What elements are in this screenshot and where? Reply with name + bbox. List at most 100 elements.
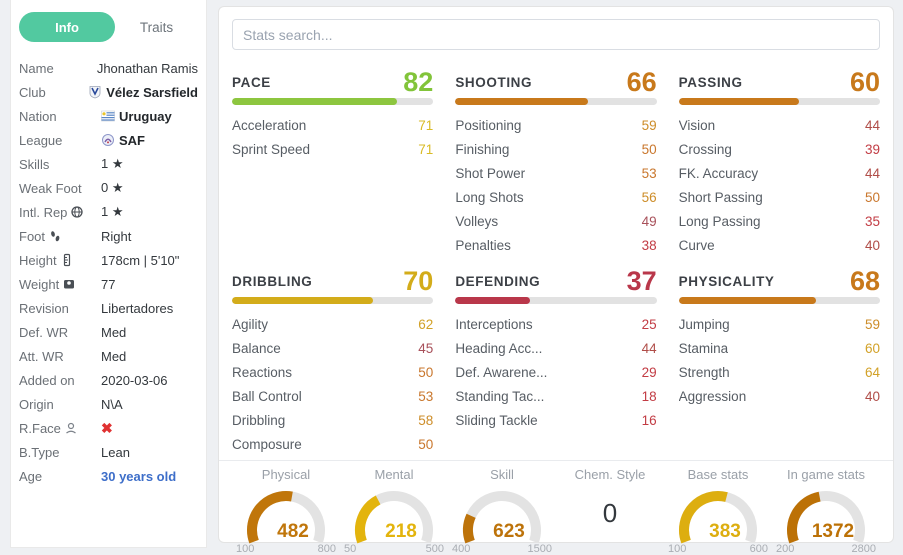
category-header: SHOOTING 66 — [455, 58, 656, 96]
stat-label: Sprint Speed — [232, 141, 311, 157]
info-row-label-text: Name — [19, 60, 54, 76]
stat-label: Volleys — [455, 213, 499, 229]
info-row-label-text: Att. WR — [19, 348, 64, 364]
sidebar-tabs: Info Traits — [19, 12, 198, 42]
stat-label: Reactions — [232, 364, 293, 380]
stat-row: Short Passing 50 — [679, 185, 880, 209]
stat-row: Interceptions 25 — [455, 312, 656, 336]
stat-value: 16 — [641, 412, 657, 428]
player-info-sidebar: Info Traits Name Jhonathan Ramis Club Véle… — [10, 0, 207, 548]
stat-value: 59 — [864, 316, 880, 332]
gauge-min: 200 — [776, 543, 795, 555]
gauge-mental: Mental 218 50 500 — [340, 467, 448, 555]
svg-text:1372: 1372 — [812, 521, 854, 542]
stat-row: Standing Tac... 18 — [455, 384, 656, 408]
stat-row: Agility 62 — [232, 312, 433, 336]
info-row-label: Added on — [19, 373, 101, 388]
gauge-max: 600 — [749, 543, 768, 555]
stat-row: Sprint Speed 71 — [232, 137, 433, 161]
stat-label: Strength — [678, 364, 730, 380]
stat-value: 39 — [864, 141, 880, 157]
info-row-value: Med — [101, 349, 126, 364]
stat-label: Penalties — [455, 237, 511, 253]
category-stat-list: Vision 44 Crossing 39 FK. Accuracy 44 Short Pa… — [679, 113, 880, 257]
info-row-value-text: N\A — [101, 396, 123, 412]
info-row-label-text: Weak Foot — [19, 180, 82, 196]
info-row-age: Age 30 years old — [19, 464, 198, 488]
info-row-value-text: Lean — [101, 444, 130, 460]
stat-value: 60 — [864, 340, 880, 356]
stat-value: 18 — [641, 388, 657, 404]
gauge-physical: Physical 482 100 800 — [232, 467, 340, 555]
info-row-intl-rep: Intl. Rep 1 ★ — [19, 200, 198, 224]
info-row-value-text: ✖ — [101, 419, 113, 436]
info-row-label: R.Face — [19, 421, 101, 436]
info-row-nation: Nation Uruguay — [19, 104, 198, 128]
info-row-value[interactable]: 30 years old — [101, 469, 176, 484]
info-row-value-text: Med — [101, 348, 127, 364]
stat-row: Aggression 40 — [679, 384, 880, 408]
info-row-def-wr: Def. WR Med — [19, 320, 198, 344]
info-row-value-text: 1 ★ — [101, 204, 124, 219]
stat-value: 40 — [864, 237, 880, 253]
info-row-value: SAF — [101, 133, 145, 148]
category-stat-list: Acceleration 71 Sprint Speed 71 — [232, 113, 433, 161]
stat-value: 25 — [641, 316, 657, 332]
category-progress-bar — [678, 297, 880, 304]
stat-row: Acceleration 71 — [232, 113, 433, 137]
category-name: PHYSICALITY — [678, 274, 775, 289]
stat-label: Finishing — [455, 141, 510, 157]
stat-label: Agility — [232, 316, 269, 332]
info-row-label-text: Nation — [19, 108, 57, 124]
svg-text:383: 383 — [709, 521, 741, 542]
stats-grid: PACE 82 Acceleration 71 Sprint Speed 71 SHOOTI… — [232, 58, 880, 456]
gauge-min: 100 — [236, 543, 255, 555]
info-row-value: Med — [101, 325, 126, 340]
stat-category-passing: PASSING 60 Vision 44 Crossing 39 FK. Accuracy 4… — [678, 58, 880, 257]
stat-value: 44 — [641, 340, 657, 356]
gauge-skill: Skill 623 400 1500 — [448, 467, 556, 555]
stat-category-physicality: PHYSICALITY 68 Jumping 59 Stamina 60 Strength 6… — [678, 257, 880, 456]
info-row-label-text: Club — [19, 84, 46, 100]
stat-row: Long Shots 56 — [455, 185, 656, 209]
stat-row: Balance 45 — [232, 336, 433, 360]
info-row-league: League SAF — [19, 128, 198, 152]
stat-row: Sliding Tackle 16 — [455, 408, 656, 432]
stat-label: Standing Tac... — [455, 388, 545, 404]
info-row-r-face: R.Face ✖ — [19, 416, 198, 440]
info-row-label-text: R.Face — [19, 420, 61, 436]
info-row-label-text: B.Type — [19, 444, 60, 460]
info-row-label: Def. WR — [19, 325, 101, 340]
category-progress-bar — [455, 98, 657, 105]
info-row-value: Uruguay — [101, 109, 172, 124]
stat-value: 58 — [418, 412, 434, 428]
stat-category-defending: DEFENDING 37 Interceptions 25 Heading Acc...… — [455, 257, 657, 456]
category-header: DEFENDING 37 — [455, 257, 656, 295]
stat-label: Balance — [232, 340, 281, 356]
category-name: DEFENDING — [455, 274, 541, 289]
gauge-max: 1500 — [527, 543, 552, 555]
category-value: 66 — [626, 67, 657, 97]
info-row-value-text: 30 years old — [101, 468, 177, 484]
info-row-label-text: League — [19, 132, 63, 148]
tab-traits[interactable]: Traits — [139, 19, 174, 35]
category-progress-bar — [232, 98, 434, 105]
info-row-value: Libertadores — [101, 301, 173, 316]
stat-value: 71 — [418, 141, 434, 157]
info-row-b-type: B.Type Lean — [19, 440, 198, 464]
stat-row: Jumping 59 — [679, 312, 880, 336]
stat-label: Crossing — [678, 141, 732, 157]
info-row-label: Height — [19, 253, 101, 268]
category-name: SHOOTING — [455, 75, 533, 90]
stat-value: 35 — [864, 213, 880, 229]
tab-info[interactable]: Info — [19, 12, 115, 42]
info-row-value: 178cm | 5'10" — [101, 253, 179, 268]
info-row-label-text: Foot — [19, 228, 46, 244]
stat-row: Reactions 50 — [232, 360, 433, 384]
stat-value: 59 — [641, 117, 657, 133]
stats-search-input[interactable] — [232, 19, 880, 50]
stat-label: Short Passing — [678, 189, 763, 205]
stat-value: 38 — [641, 237, 657, 253]
gauge-in-game-stats: In game stats 1372 200 2800 — [772, 467, 880, 555]
category-value: 60 — [849, 67, 880, 97]
